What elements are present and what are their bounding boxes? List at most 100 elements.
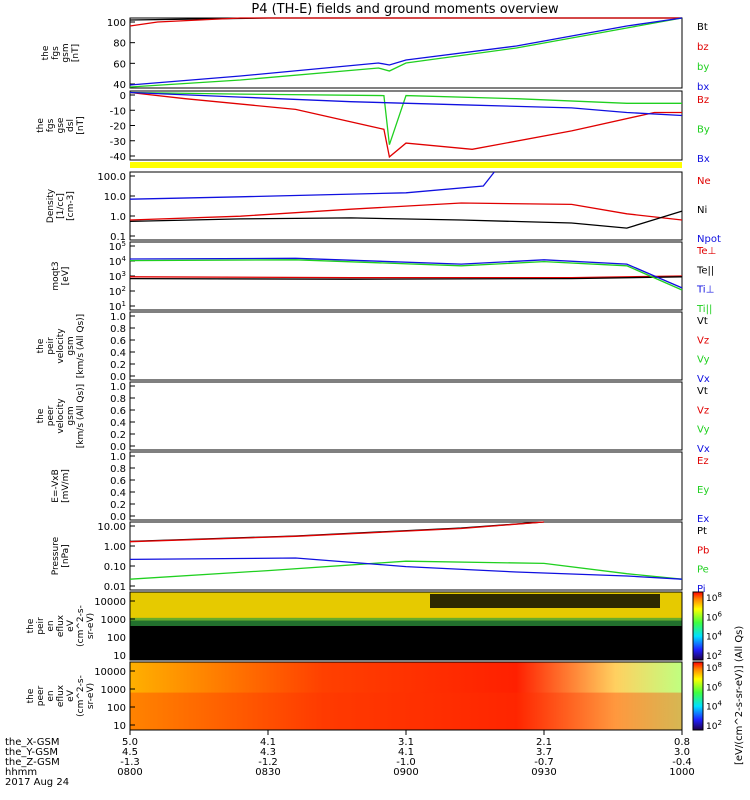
ytick-label: 103: [109, 270, 126, 283]
legend-label: Pe: [697, 565, 709, 576]
xaxis-row-label: 2017 Aug 24: [5, 777, 69, 788]
ytick-label: 0.6: [110, 476, 126, 487]
ylabel-line: dsl: [66, 119, 76, 132]
ytick-label: 0.6: [110, 336, 126, 347]
ytick-label: 100: [107, 18, 126, 29]
ylabel-line: sr-eV): [86, 683, 96, 709]
xtick-label: 0930: [531, 767, 556, 778]
ytick-label: 10.0: [104, 192, 126, 203]
ytick-label: 0.6: [110, 406, 126, 417]
ylabel-fgs_mag: the fgs gsm [nT]: [41, 43, 81, 62]
panel-peir_velocity: the peir velocity gsm [km/s (All Qs)] 1.00.80…: [36, 311, 710, 385]
ylabel-line: peir: [46, 337, 56, 355]
series-line-fgs_mag-1: [129, 17, 682, 27]
panel-density: Density [1/cc] [cm-3] 100.0 10.0 1.0 0.1 Ne Ni Np…: [46, 171, 721, 245]
colorbar-tick-label: 102: [706, 719, 722, 732]
legend-label: bz: [697, 42, 709, 53]
series-line-temperature-2: [129, 257, 683, 289]
panel-frame: [129, 171, 683, 241]
ylabel-line: gsm: [66, 336, 76, 355]
legend-label: By: [697, 125, 710, 136]
xtick-label: -1.2: [258, 757, 278, 768]
ytick-label: 105: [109, 240, 126, 253]
panel-frame: [129, 241, 683, 311]
ylabel-line: the: [36, 118, 46, 133]
legend-label: Ex: [697, 514, 709, 525]
ytick-label: 1.0: [110, 312, 126, 323]
series-line-pressure-1: [129, 521, 545, 543]
ytick-label: 0.0: [110, 442, 126, 453]
ylabel-line: [mV/m]: [61, 469, 71, 503]
series-line-density-2: [129, 171, 495, 200]
xtick-label: 4.1: [398, 747, 414, 758]
ytick-label: 1.0: [110, 212, 126, 223]
xtick-label: 2.1: [536, 737, 552, 748]
series-line-density-0: [129, 202, 683, 221]
ylabel-line: velocity: [56, 398, 66, 434]
ytick-label: -40: [110, 152, 126, 163]
legend-label: Npot: [697, 234, 721, 245]
ytick-label: 0.01: [104, 582, 126, 593]
ylabel-line: peer: [36, 685, 46, 706]
ylabel-peir_velocity: the peir velocity gsm [km/s (All Qs)]: [36, 314, 86, 378]
ylabel-line: (cm^2-s-: [76, 675, 86, 717]
ytick-label: 0.10: [104, 562, 126, 573]
colorbar-tick-label: 104: [706, 700, 722, 713]
legend-label: Vt: [697, 316, 708, 327]
legend-label: Ti⊥: [696, 285, 714, 296]
series-line-temperature-3: [129, 259, 683, 291]
xtick-label: 5.0: [122, 737, 138, 748]
ylabel-line: velocity: [56, 328, 66, 364]
ytick-label: 104: [109, 255, 127, 268]
spectrogram-band-low: [130, 692, 682, 730]
ylabel-line: fgs: [46, 118, 56, 132]
ylabel-line: the: [26, 688, 36, 703]
panel-frame: [129, 451, 683, 521]
xtick-label: -1.0: [396, 757, 416, 768]
panel-peir_spec: the peir en eflux eV (cm^2-s-sr-eV)1000010001…: [26, 591, 722, 662]
panel-peer_velocity: the peer velocity gsm [km/s (All Qs)] 1.00.80…: [36, 381, 710, 455]
ylabel-line: Density: [46, 188, 56, 223]
panel-frame: [129, 591, 683, 661]
xtick-label: 0900: [393, 767, 418, 778]
xtick-label: 0800: [117, 767, 142, 778]
colorbar-scale: [692, 661, 704, 731]
series-line-fgs_dsl-2: [129, 91, 683, 117]
colorbar-scale: [692, 591, 704, 661]
ylabel-line: en: [46, 690, 56, 701]
ytick-label: 1.0: [110, 382, 126, 393]
legend-label: Vy: [697, 425, 710, 436]
ylabel-peer_velocity: the peer velocity gsm [km/s (All Qs)]: [36, 384, 86, 448]
ylabel-line: gse: [56, 117, 66, 133]
legend-label: Te||: [696, 265, 714, 276]
flag-bar: [130, 162, 682, 168]
ytick-label: -30: [110, 137, 126, 148]
spectrogram-gap: [430, 594, 660, 608]
ytick-label: 0.0: [110, 512, 126, 523]
legend-label: Vx: [697, 374, 710, 385]
ylabel-fgs_dsl: the fgs gse dsl [nT]: [36, 116, 86, 134]
ylabel-line: (cm^2-s-: [76, 605, 86, 647]
legend-label: Pt: [697, 526, 707, 537]
ytick-label: 1.00: [104, 542, 126, 553]
legend-label: Vt: [697, 386, 708, 397]
ytick-label: -10: [110, 106, 126, 117]
xtick-label: 3.7: [536, 747, 552, 758]
ytick-label: 10000: [94, 667, 126, 678]
colorbar-tick-label: 106: [706, 680, 722, 693]
ytick-label: 1.0: [110, 452, 126, 463]
xaxis-row-label: the_X-GSM: [5, 737, 59, 748]
colorbar-peer_spec: 108 106 104 102: [692, 661, 722, 732]
legend-label: Pi: [697, 584, 706, 595]
ytick-label: 60: [113, 59, 126, 70]
ylabel-line: sr-eV): [86, 613, 96, 639]
legend-label: Pb: [697, 545, 709, 556]
ylabel-line: the: [41, 45, 51, 60]
series-line-fgs_dsl-1: [129, 91, 682, 145]
ylabel-line: [nT]: [76, 116, 86, 134]
ylabel-line: E=-VxB: [51, 469, 61, 503]
ytick-label: 0.4: [110, 418, 126, 429]
